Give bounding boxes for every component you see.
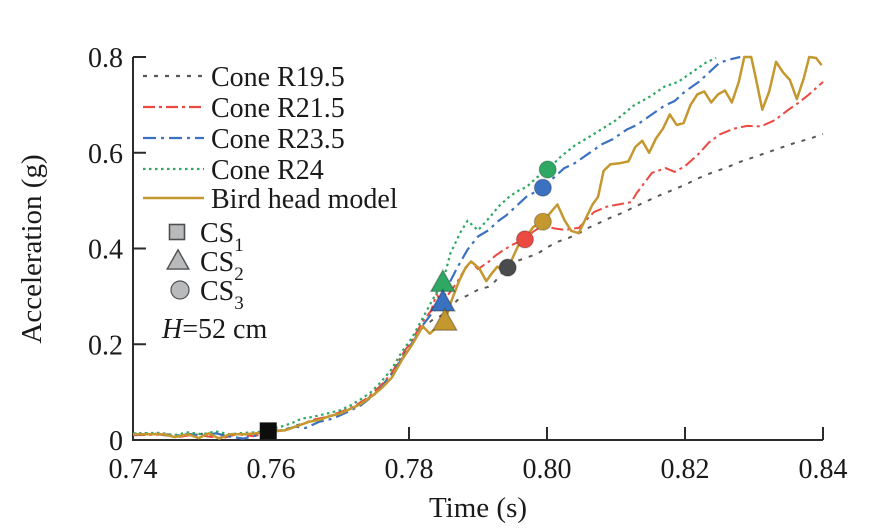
legend-item-cs2: CS2 xyxy=(166,247,244,285)
legend-item-cone-r21-5: Cone R21.5 xyxy=(143,93,345,124)
legend-item-cone-r19-5: Cone R19.5 xyxy=(143,62,345,93)
marker-circle xyxy=(515,230,535,249)
legend-cs-label: CS3 xyxy=(200,276,244,314)
legend-cs-label: CS1 xyxy=(200,218,244,256)
legend-item-cone-r24: Cone R24 xyxy=(143,155,324,186)
legend-label: Bird head model xyxy=(211,184,398,215)
legend-label: Cone R21.5 xyxy=(211,93,345,124)
legend-circle-marker xyxy=(170,280,190,300)
x-tick-label: 0.80 xyxy=(523,454,572,485)
x-tick-label: 0.78 xyxy=(385,454,434,485)
marker-circle xyxy=(533,212,552,231)
x-tick-label: 0.84 xyxy=(799,454,848,485)
y-tick-label: 0.8 xyxy=(88,43,123,74)
data-markers xyxy=(259,160,557,440)
y-tick-label: 0.6 xyxy=(88,139,123,170)
x-tick-label: 0.82 xyxy=(661,454,710,485)
y-axis-title: Acceleration (g) xyxy=(16,154,48,343)
marker-circle xyxy=(538,160,557,179)
drop-height-annotation: H=52 cm xyxy=(161,314,267,345)
legend-label: Cone R19.5 xyxy=(211,62,345,93)
x-tick-label: 0.76 xyxy=(247,454,296,485)
legend-item-bird-head-model: Bird head model xyxy=(143,184,398,215)
legend-triangle-marker xyxy=(166,248,190,270)
y-tick-label: 0.4 xyxy=(88,235,123,266)
y-tick-label: 0 xyxy=(109,426,123,457)
marker-circle xyxy=(498,258,517,277)
marker-square xyxy=(259,422,277,440)
legend-item-cs1: CS1 xyxy=(168,218,244,256)
series-line-cone-r24 xyxy=(133,56,717,437)
marker-triangle xyxy=(429,288,457,312)
legend-item-cs3: CS3 xyxy=(170,276,244,314)
legend-label: Cone R24 xyxy=(211,155,324,186)
x-axis-title: Time (s) xyxy=(429,492,527,524)
y-tick-label: 0.2 xyxy=(88,330,123,361)
legend-cs-label: CS2 xyxy=(200,247,244,285)
axes: 0.74 0.76 0.78 0.80 0.82 0.84 0 0.2 0.4 0.6 0.8 xyxy=(88,43,848,485)
legend-item-cone-r23-5: Cone R23.5 xyxy=(143,124,345,155)
legend-label: Cone R23.5 xyxy=(211,124,345,155)
marker-circle xyxy=(533,178,552,197)
marker-triangle xyxy=(431,307,459,331)
x-tick-label: 0.74 xyxy=(109,454,158,485)
legend-square-marker xyxy=(168,223,186,241)
